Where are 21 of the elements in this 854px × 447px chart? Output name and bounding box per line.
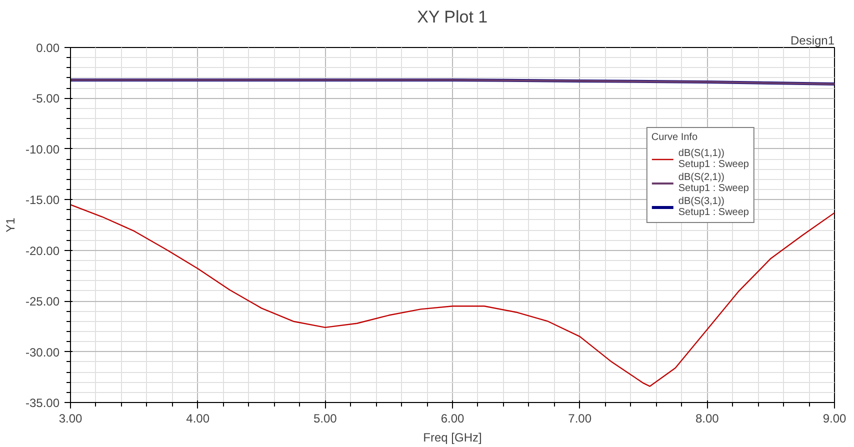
y-tick-label: -10.00: [25, 142, 60, 156]
x-tick-label: 3.00: [58, 412, 83, 426]
x-tick-label: 4.00: [186, 412, 210, 426]
y-tick-label: -35.00: [25, 396, 60, 410]
y-tick-label: -5.00: [32, 92, 60, 106]
y-tick-label: 0.00: [36, 41, 60, 55]
legend-label: dB(S(3,1)) Setup1 : Sweep: [678, 196, 749, 218]
annotation: Design1: [790, 34, 835, 48]
y-tick-label: -20.00: [25, 244, 60, 258]
y-axis-title: Y1: [3, 217, 18, 232]
x-tick-label: 8.00: [695, 412, 720, 426]
y-tick-label: -30.00: [25, 345, 60, 360]
legend-title: Curve Info: [651, 132, 699, 143]
x-tick-label: 6.00: [440, 412, 465, 426]
x-tick-label: 5.00: [313, 412, 338, 426]
x-axis-title: Freq [GHz]: [423, 430, 482, 444]
chart-title: XY Plot 1: [417, 8, 488, 26]
x-tick-label: 7.00: [568, 412, 592, 426]
x-tick-label: 9.00: [822, 412, 847, 426]
y-tick-label: -15.00: [25, 193, 60, 208]
y-tick-label: -25.00: [25, 294, 60, 309]
